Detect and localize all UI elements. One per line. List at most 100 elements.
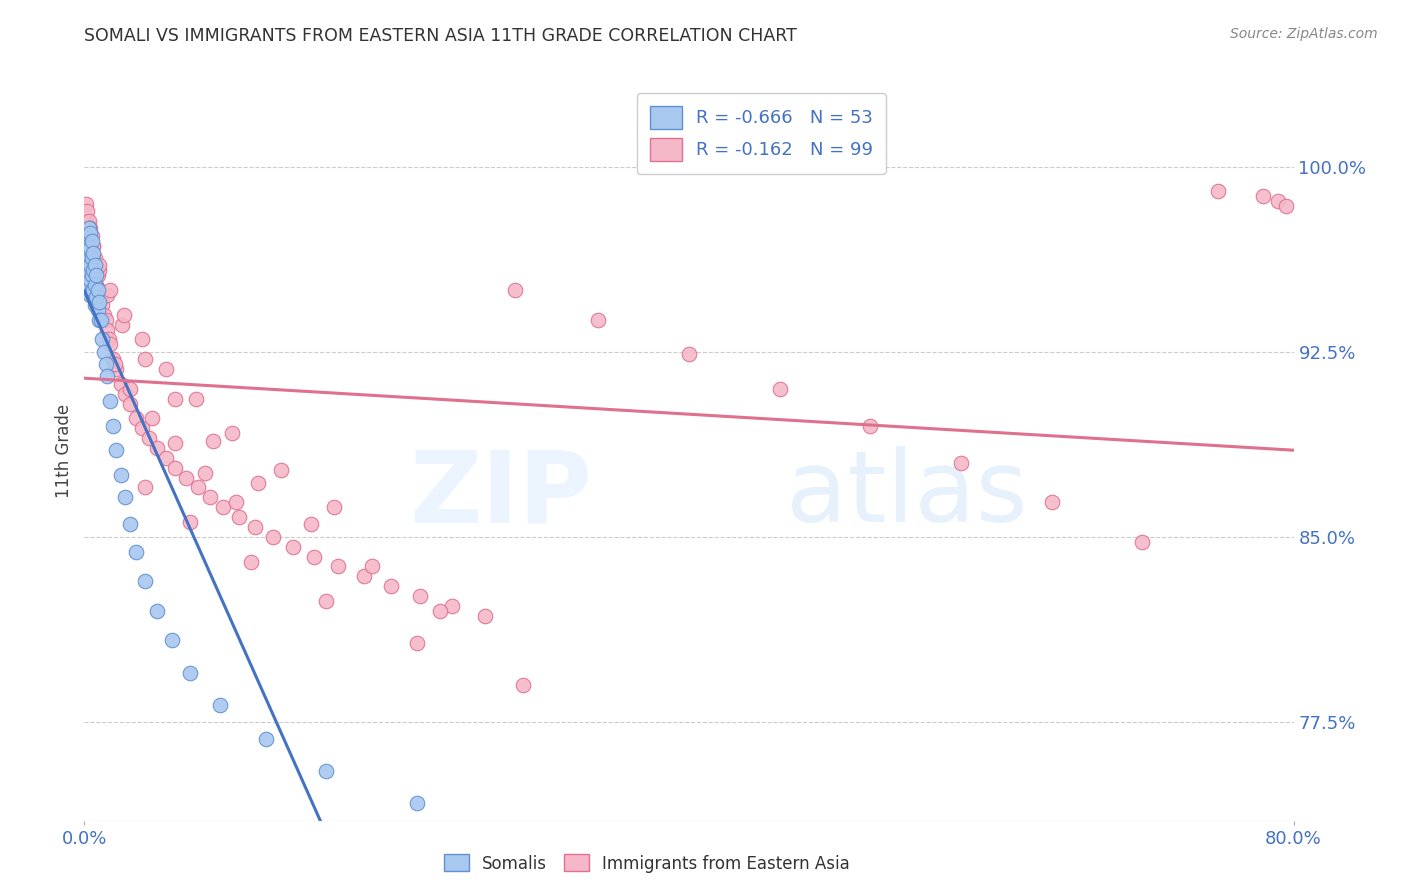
Point: [87, 283, 110, 297]
Point: [79, 227, 101, 241]
Point: [90, 312, 112, 326]
Point: [93, 308, 115, 322]
Point: [118, 382, 141, 396]
Point: [406, 636, 429, 650]
Point: [315, 594, 337, 608]
Point: [80, 228, 103, 243]
Point: [209, 698, 232, 712]
Point: [198, 491, 221, 505]
Point: [155, 362, 177, 376]
Point: [360, 559, 382, 574]
Point: [86, 268, 108, 283]
Point: [101, 418, 124, 433]
Point: [86, 290, 108, 304]
Point: [247, 475, 270, 490]
Point: [91, 298, 114, 312]
Point: [86, 258, 108, 272]
Point: [89, 283, 111, 297]
Point: [588, 312, 610, 326]
Point: [503, 283, 526, 297]
Point: [270, 463, 292, 477]
Point: [678, 347, 700, 361]
Point: [96, 288, 118, 302]
Point: [179, 515, 201, 529]
Point: [212, 500, 235, 515]
Point: [82, 238, 104, 252]
Point: [77, 221, 100, 235]
Point: [93, 344, 115, 359]
Text: SOMALI VS IMMIGRANTS FROM EASTERN ASIA 11TH GRADE CORRELATION CHART: SOMALI VS IMMIGRANTS FROM EASTERN ASIA 1…: [84, 27, 797, 45]
Point: [118, 396, 141, 410]
Point: [96, 322, 118, 336]
Point: [84, 278, 107, 293]
Point: [440, 599, 463, 613]
Point: [84, 298, 107, 312]
Point: [89, 263, 111, 277]
Point: [79, 258, 101, 272]
Point: [769, 382, 792, 396]
Point: [82, 258, 104, 272]
Text: Source: ZipAtlas.com: Source: ZipAtlas.com: [1230, 27, 1378, 41]
Point: [138, 431, 160, 445]
Point: [98, 337, 121, 351]
Point: [82, 246, 104, 260]
Point: [118, 517, 141, 532]
Point: [1275, 199, 1298, 213]
Point: [174, 470, 197, 484]
Point: [77, 214, 100, 228]
Point: [328, 559, 350, 574]
Point: [91, 332, 114, 346]
Point: [406, 797, 429, 811]
Point: [409, 589, 432, 603]
Point: [77, 221, 100, 235]
Point: [1253, 189, 1275, 203]
Point: [1130, 534, 1153, 549]
Point: [75, 214, 97, 228]
Point: [228, 510, 250, 524]
Point: [179, 665, 201, 680]
Point: [76, 251, 98, 265]
Point: [950, 456, 973, 470]
Point: [80, 234, 103, 248]
Point: [186, 392, 208, 406]
Point: [97, 332, 120, 346]
Point: [76, 228, 98, 243]
Point: [101, 352, 124, 367]
Point: [225, 495, 247, 509]
Point: [134, 574, 156, 589]
Point: [79, 288, 101, 302]
Point: [322, 500, 344, 515]
Point: [110, 376, 132, 391]
Point: [165, 460, 187, 475]
Point: [89, 312, 111, 326]
Point: [86, 263, 108, 277]
Point: [859, 418, 882, 433]
Point: [243, 520, 266, 534]
Point: [94, 312, 117, 326]
Point: [89, 258, 111, 272]
Point: [353, 569, 375, 583]
Point: [80, 266, 103, 280]
Point: [77, 266, 100, 280]
Point: [141, 411, 163, 425]
Point: [474, 608, 496, 623]
Point: [77, 238, 100, 252]
Point: [86, 278, 108, 293]
Point: [155, 450, 177, 465]
Point: [105, 362, 128, 376]
Point: [75, 234, 97, 248]
Point: [75, 246, 97, 260]
Legend: Somalis, Immigrants from Eastern Asia: Somalis, Immigrants from Eastern Asia: [437, 847, 856, 880]
Point: [1267, 194, 1289, 209]
Point: [114, 491, 136, 505]
Point: [82, 283, 104, 297]
Point: [80, 251, 103, 265]
Point: [134, 480, 156, 494]
Point: [262, 530, 284, 544]
Point: [80, 283, 103, 297]
Point: [98, 283, 121, 297]
Legend: R = -0.666   N = 53, R = -0.162   N = 99: R = -0.666 N = 53, R = -0.162 N = 99: [637, 93, 886, 174]
Point: [82, 263, 104, 277]
Point: [96, 369, 118, 384]
Point: [1206, 184, 1229, 198]
